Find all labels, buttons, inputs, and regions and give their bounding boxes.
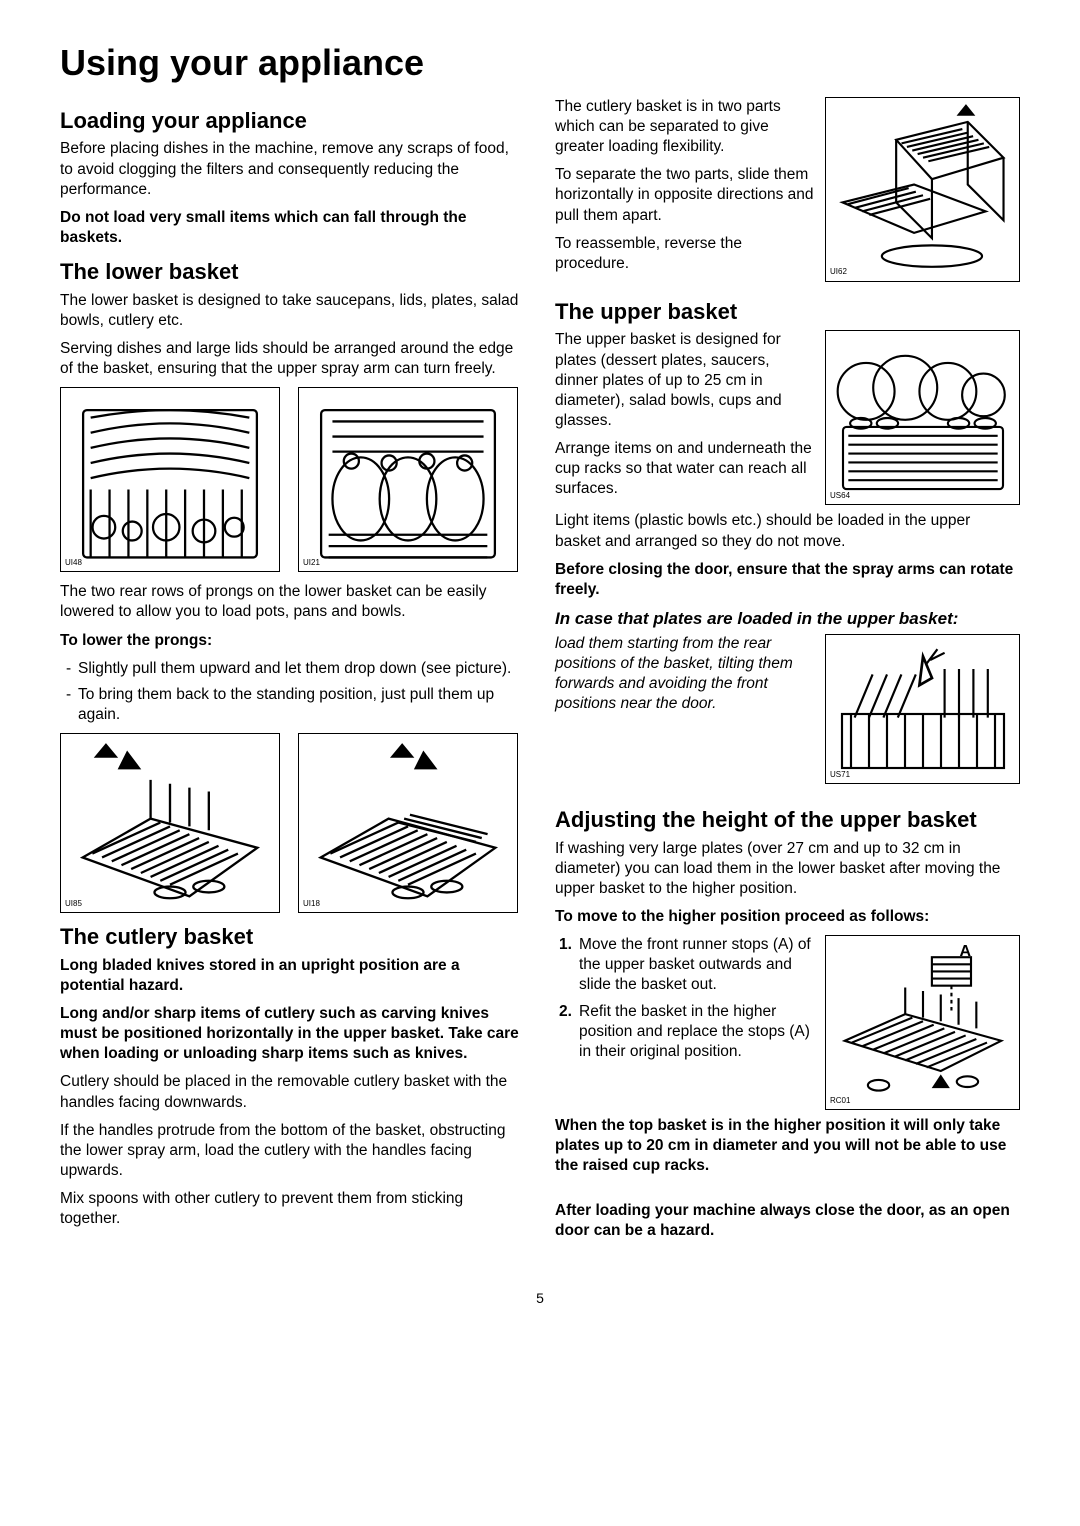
- prong-img-a: UI85: [60, 733, 280, 913]
- adjust-step-1: 1.Move the front runner stops (A) of the…: [559, 935, 1020, 995]
- lower-basket-p3: The two rear rows of prongs on the lower…: [60, 582, 525, 622]
- loading-p1: Before placing dishes in the machine, re…: [60, 139, 525, 199]
- loading-p2: Do not load very small items which can f…: [60, 208, 525, 248]
- adjust-step-2-text: Refit the basket in the higher position …: [579, 1003, 810, 1060]
- prong-list: Slightly pull them upward and let them d…: [60, 659, 525, 725]
- cutlery-p2: Long and/or sharp items of cutlery such …: [60, 1004, 525, 1064]
- img-caption: UI48: [65, 558, 82, 568]
- lower-basket-p2: Serving dishes and large lids should be …: [60, 339, 525, 379]
- cutlery-p5: Mix spoons with other cutlery to prevent…: [60, 1189, 525, 1229]
- cutlery-p4: If the handles protrude from the bottom …: [60, 1121, 525, 1181]
- img-caption: US71: [830, 770, 850, 780]
- lower-basket-p4: To lower the prongs:: [60, 631, 525, 651]
- cutlery-p1: Long bladed knives stored in an upright …: [60, 956, 525, 996]
- right-column: UI62 The cutlery basket is in two parts …: [555, 97, 1020, 1249]
- adjust-p4: After loading your machine always close …: [555, 1201, 1020, 1241]
- img-caption: UI85: [65, 899, 82, 909]
- cutlery-p3: Cutlery should be placed in the removabl…: [60, 1072, 525, 1112]
- lower-basket-heading: The lower basket: [60, 258, 525, 287]
- img-caption: UI18: [303, 899, 320, 909]
- img-caption: US64: [830, 491, 850, 501]
- adjust-p1: If washing very large plates (over 27 cm…: [555, 839, 1020, 899]
- lower-basket-images: UI48 UI21: [60, 387, 525, 572]
- loading-heading: Loading your appliance: [60, 107, 525, 136]
- cutlery-heading: The cutlery basket: [60, 923, 525, 952]
- upper-p4: Before closing the door, ensure that the…: [555, 560, 1020, 600]
- prong-images: UI85 UI18: [60, 733, 525, 913]
- content-columns: Loading your appliance Before placing di…: [60, 97, 1020, 1249]
- img-caption: UI62: [830, 267, 847, 277]
- lower-basket-img-a: UI48: [60, 387, 280, 572]
- prong-item-2: To bring them back to the standing posit…: [66, 685, 525, 725]
- cutlery-split-img: UI62: [825, 97, 1020, 282]
- adjust-p2: To move to the higher position proceed a…: [555, 907, 1020, 927]
- upper-basket-heading: The upper basket: [555, 298, 1020, 327]
- upper-plate-img: US71: [825, 634, 1020, 784]
- adjust-heading: Adjusting the height of the upper basket: [555, 806, 1020, 835]
- adjust-step-1-text: Move the front runner stops (A) of the u…: [579, 936, 811, 993]
- prong-item-1: Slightly pull them upward and let them d…: [66, 659, 525, 679]
- upper-basket-img: US64: [825, 330, 1020, 505]
- page-number: 5: [60, 1289, 1020, 1307]
- left-column: Loading your appliance Before placing di…: [60, 97, 525, 1249]
- upper-sub-heading: In case that plates are loaded in the up…: [555, 608, 1020, 630]
- img-caption: UI21: [303, 558, 320, 568]
- lower-basket-p1: The lower basket is designed to take sau…: [60, 291, 525, 331]
- adjust-p3: When the top basket is in the higher pos…: [555, 1116, 1020, 1176]
- page-title: Using your appliance: [60, 40, 1020, 87]
- prong-img-b: UI18: [298, 733, 518, 913]
- img-caption: RC01: [830, 1096, 850, 1106]
- lower-basket-img-b: UI21: [298, 387, 518, 572]
- upper-p3: Light items (plastic bowls etc.) should …: [555, 511, 1020, 551]
- adjust-step-2: 2.Refit the basket in the higher positio…: [559, 1002, 1020, 1062]
